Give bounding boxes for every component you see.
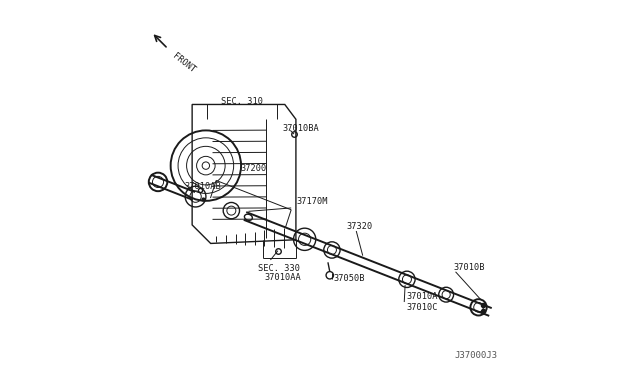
Text: FRONT: FRONT bbox=[171, 51, 197, 75]
Text: 37010AB: 37010AB bbox=[185, 182, 221, 191]
Text: 37170M: 37170M bbox=[297, 197, 328, 206]
Text: 37010AA: 37010AA bbox=[265, 273, 301, 282]
Text: 37010A: 37010A bbox=[406, 292, 438, 301]
Text: 37320: 37320 bbox=[347, 222, 373, 231]
Text: 37200: 37200 bbox=[241, 164, 267, 173]
Text: 37010C: 37010C bbox=[406, 303, 438, 312]
Text: J37000J3: J37000J3 bbox=[455, 351, 498, 360]
Text: 37050B: 37050B bbox=[333, 275, 365, 283]
Text: SEC. 330: SEC. 330 bbox=[258, 264, 300, 273]
Text: 37010B: 37010B bbox=[454, 263, 485, 272]
Text: SEC. 310: SEC. 310 bbox=[221, 97, 263, 106]
Text: 37010BA: 37010BA bbox=[283, 124, 320, 133]
